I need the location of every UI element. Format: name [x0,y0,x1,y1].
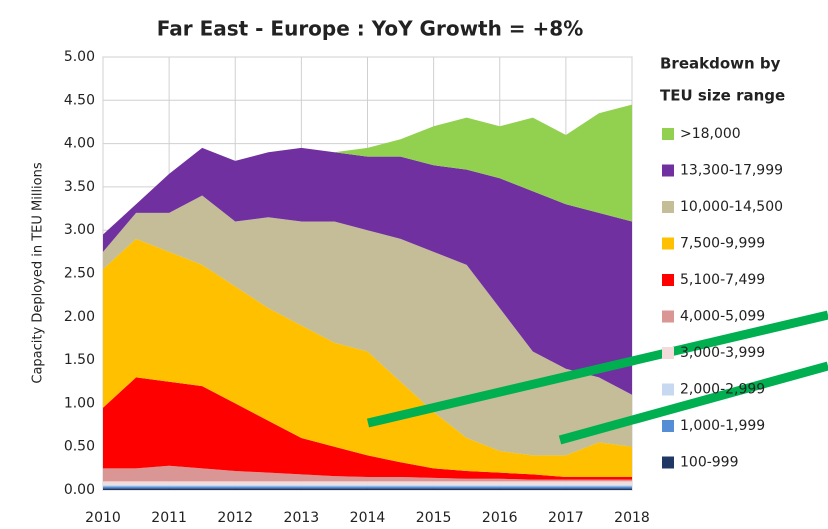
x-tick-label: 2012 [217,510,253,526]
area [103,484,632,487]
x-tick-label: 2014 [350,510,386,526]
y-tick-label: 0.50 [64,439,95,455]
plot-area [102,56,633,491]
legend-swatch [662,274,674,286]
legend-label: 3,000-3,999 [680,345,765,361]
area [103,104,632,235]
area [103,238,632,478]
annotation-line [558,361,828,445]
legend-label: 1,000-1,999 [680,418,765,434]
x-tick-label: 2011 [151,510,187,526]
area [103,486,632,489]
y-tick-label: 4.00 [64,136,95,152]
legend-swatch [662,128,674,140]
legend-swatch [662,420,674,432]
legend-swatch [662,456,674,469]
legend-title: TEU size range [660,87,785,105]
legend-label: 4,000-5,099 [680,309,765,325]
x-tick-label: 2013 [284,510,320,526]
y-tick-label: 3.00 [64,222,95,238]
legend-label: 100-999 [680,455,739,471]
legend-swatch [662,347,674,359]
x-tick-label: 2018 [614,510,650,526]
y-tick-label: 5.00 [64,49,95,65]
area [103,377,632,480]
y-tick-label: 0.00 [64,482,95,498]
x-tick-label: 2015 [416,510,452,526]
legend-swatch [662,237,674,250]
area [103,465,632,482]
legend-label: >18,000 [680,126,741,142]
area [103,147,632,395]
area [103,488,632,490]
legend-label: 13,300-17,999 [680,163,783,179]
legend-swatch [662,383,674,396]
legend-label: 2,000-2,999 [680,382,765,398]
y-tick-label: 2.00 [64,309,95,325]
legend-label: 7,500-9,999 [680,236,765,252]
y-tick-label: 1.50 [64,352,95,368]
y-axis-label: Capacity Deployed in TEU Millions [31,162,46,383]
legend-title: Breakdown by [660,55,781,73]
area [103,481,632,485]
annotation-line [366,310,828,428]
legend-swatch [662,310,674,323]
x-tick-label: 2017 [548,510,584,526]
y-tick-label: 4.50 [64,92,95,108]
chart-title: Far East - Europe : YoY Growth = +8% [157,17,584,41]
x-tick-label: 2016 [482,510,518,526]
legend-label: 10,000-14,500 [680,199,783,215]
y-tick-label: 3.50 [64,179,95,195]
y-tick-label: 2.50 [64,266,95,282]
y-tick-label: 1.00 [64,395,95,411]
legend-label: 5,100-7,499 [680,272,765,288]
x-tick-label: 2010 [85,510,121,526]
legend-swatch [662,164,674,177]
legend-swatch [662,201,674,213]
